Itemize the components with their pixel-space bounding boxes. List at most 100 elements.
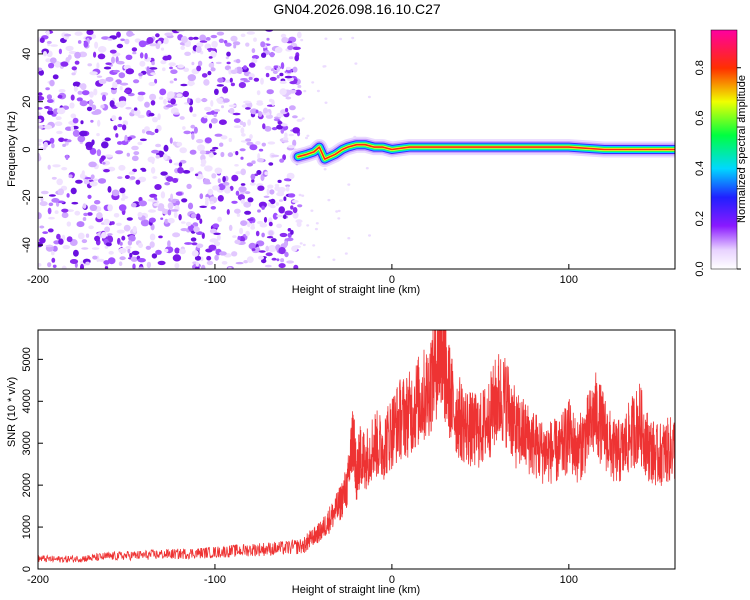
- noise-blob: [255, 141, 261, 145]
- noise-blob: [218, 119, 227, 125]
- noise-blob: [105, 62, 112, 65]
- noise-blob: [176, 93, 183, 98]
- noise-blob: [226, 209, 230, 215]
- noise-blob: [205, 37, 211, 41]
- noise-blob: [294, 54, 300, 62]
- noise-blob: [93, 88, 98, 96]
- noise-blob: [189, 149, 197, 155]
- noise-blob: [272, 212, 278, 220]
- noise-blob: [170, 98, 176, 105]
- noise-blob: [229, 107, 235, 114]
- noise-blob: [256, 101, 264, 106]
- noise-blob: [196, 243, 204, 249]
- noise-blob: [102, 162, 106, 165]
- noise-blob: [167, 209, 172, 216]
- noise-blob: [88, 99, 94, 107]
- noise-blob: [230, 82, 235, 87]
- noise-blob: [268, 162, 274, 166]
- noise-blob: [271, 257, 277, 261]
- noise-blob: [239, 148, 246, 152]
- y-tick-label: 40: [21, 48, 33, 60]
- noise-blob: [66, 139, 72, 143]
- noise-blob: [183, 130, 191, 135]
- noise-blob: [233, 125, 242, 129]
- y-tick-label: 0: [21, 146, 33, 152]
- noise-blob: [288, 56, 294, 60]
- noise-blob: [263, 107, 268, 114]
- noise-blob: [47, 110, 54, 115]
- noise-blob: [69, 259, 79, 264]
- noise-blob: [38, 143, 42, 146]
- noise-blob: [210, 100, 214, 107]
- noise-blob: [126, 152, 130, 157]
- noise-blob: [107, 257, 116, 265]
- snr-plot-area: [38, 330, 675, 564]
- noise-blob: [265, 114, 273, 119]
- noise-blob: [190, 124, 196, 129]
- noise-blob: [232, 235, 237, 238]
- noise-blob: [138, 200, 147, 207]
- noise-blob: [249, 144, 258, 151]
- noise-blob: [251, 248, 256, 252]
- noise-blob: [262, 123, 266, 130]
- noise-blob: [131, 145, 139, 151]
- noise-blob: [204, 165, 213, 172]
- noise-blob: [101, 231, 107, 239]
- noise-blob: [65, 126, 73, 131]
- noise-blob: [264, 65, 272, 71]
- noise-blob: [228, 68, 232, 75]
- noise-blob: [323, 65, 327, 68]
- noise-blob: [120, 82, 129, 86]
- noise-blob: [178, 162, 183, 167]
- noise-blob: [306, 224, 310, 227]
- noise-blob: [249, 134, 253, 140]
- noise-blob: [119, 86, 123, 91]
- noise-blob: [133, 79, 140, 84]
- noise-blob: [97, 46, 107, 53]
- snr-x-label: Height of straight line (km): [292, 584, 420, 596]
- noise-blob: [277, 188, 285, 195]
- noise-blob: [268, 230, 274, 236]
- noise-blob: [49, 137, 55, 144]
- noise-blob: [90, 174, 95, 180]
- noise-blob: [68, 174, 73, 178]
- noise-blob: [65, 57, 70, 63]
- noise-blob: [204, 199, 209, 207]
- noise-blob: [266, 89, 274, 95]
- noise-blob: [121, 192, 126, 198]
- noise-blob: [240, 220, 248, 227]
- noise-blob: [203, 181, 212, 185]
- noise-blob: [145, 245, 152, 250]
- noise-blob: [260, 41, 266, 48]
- noise-blob: [187, 74, 196, 82]
- noise-blob: [104, 266, 109, 269]
- noise-blob: [148, 112, 155, 117]
- noise-blob: [365, 167, 369, 170]
- noise-blob: [58, 48, 63, 55]
- noise-blob: [87, 194, 92, 199]
- noise-blob: [295, 219, 303, 224]
- noise-blob: [285, 96, 292, 100]
- colorbar-tick-label: 0.8: [694, 60, 706, 75]
- noise-blob: [107, 204, 113, 212]
- noise-blob: [195, 213, 201, 221]
- noise-blob: [66, 193, 70, 198]
- colorbar-ticks: 0.0 0.2 0.4 0.6 0.8: [694, 60, 741, 277]
- spectrogram-x-ticks: -200 -100 0 100: [27, 264, 578, 286]
- noise-blob: [39, 225, 45, 229]
- noise-blob: [124, 134, 128, 142]
- noise-blob: [190, 213, 197, 219]
- noise-blob: [160, 60, 167, 65]
- noise-blob: [276, 74, 280, 79]
- noise-blob: [208, 244, 217, 251]
- noise-blob: [206, 111, 213, 115]
- noise-blob: [74, 31, 83, 36]
- noise-blob: [120, 197, 126, 201]
- noise-blob: [91, 110, 100, 115]
- noise-blob: [281, 37, 289, 44]
- noise-blob: [101, 94, 107, 102]
- noise-blob: [84, 177, 92, 180]
- noise-blob: [228, 224, 233, 231]
- noise-blob: [173, 112, 180, 115]
- noise-blob: [285, 186, 290, 192]
